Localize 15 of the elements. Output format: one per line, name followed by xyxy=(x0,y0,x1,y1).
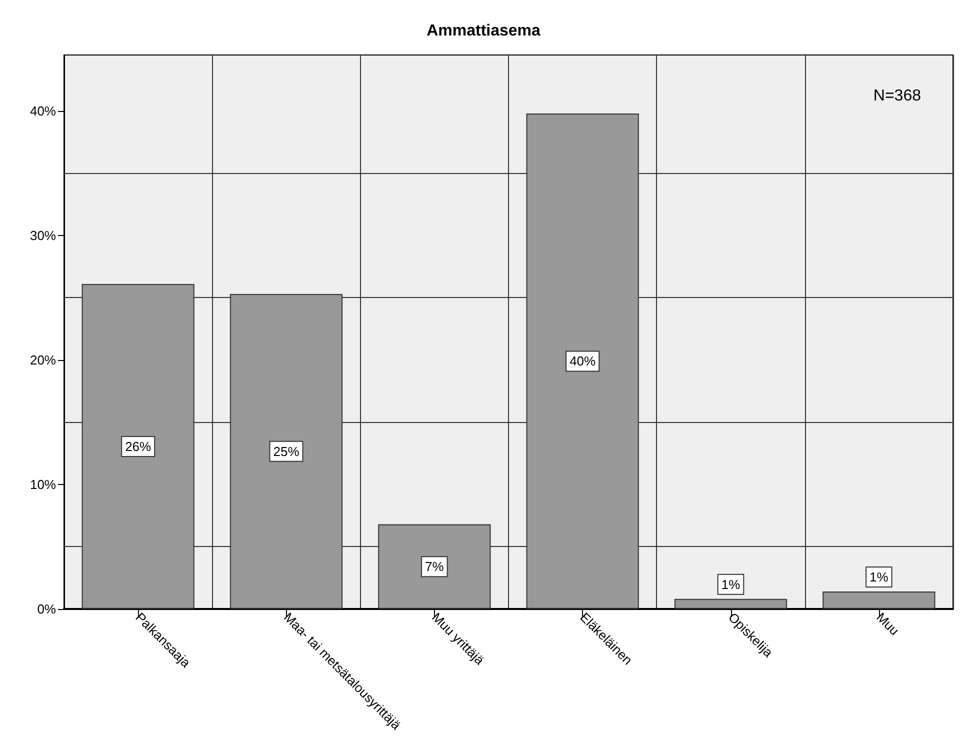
data-label: 1% xyxy=(870,569,889,584)
y-tick-label: 40% xyxy=(30,104,56,119)
annotation: N=368 xyxy=(873,88,922,104)
bar xyxy=(674,598,788,609)
data-label: 7% xyxy=(425,559,444,574)
y-tick-label: 0% xyxy=(37,601,56,616)
data-label: 25% xyxy=(273,444,300,459)
data-label: 26% xyxy=(125,438,152,454)
y-tick-label: 20% xyxy=(30,352,56,368)
chart-title: Ammattiasema xyxy=(426,22,541,40)
data-label: 1% xyxy=(721,576,741,592)
bar xyxy=(822,591,936,609)
data-label: 40% xyxy=(570,354,596,369)
y-tick-label: 30% xyxy=(30,228,56,243)
y-tick-label: 10% xyxy=(30,476,56,492)
